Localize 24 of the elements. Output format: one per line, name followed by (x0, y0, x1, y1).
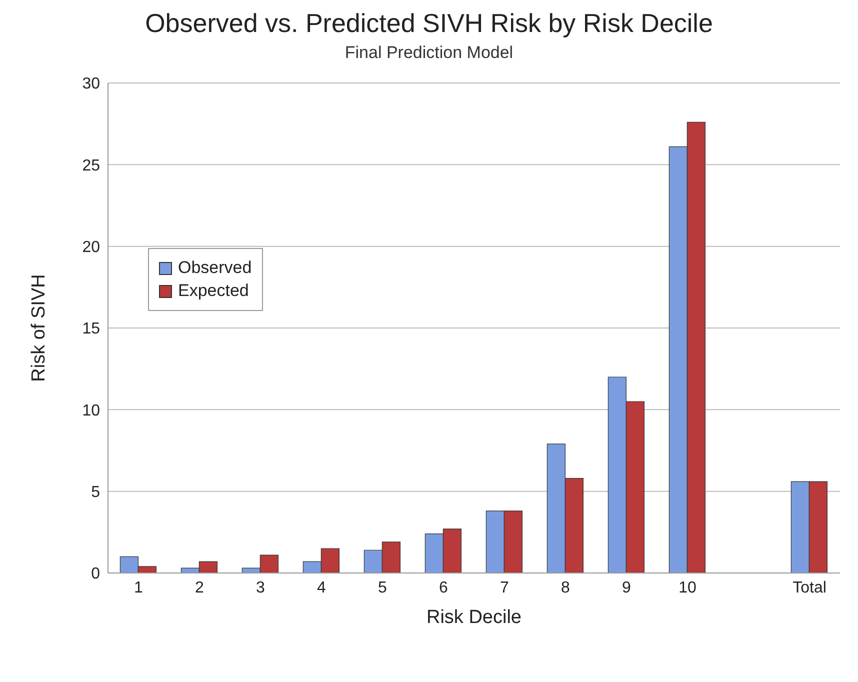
x-tick-label: 7 (500, 579, 510, 596)
legend-label: Observed (178, 258, 252, 278)
x-tick-label: Total (792, 579, 826, 596)
legend-label: Expected (178, 281, 249, 301)
chart-subtitle: Final Prediction Model (344, 43, 514, 63)
x-tick-label: 6 (439, 579, 448, 596)
y-tick-label: 30 (82, 76, 100, 93)
x-tick-label: 9 (622, 579, 632, 596)
y-tick-label: 0 (91, 566, 100, 583)
y-tick-label: 5 (91, 484, 100, 502)
x-tick-label: 3 (256, 579, 266, 596)
y-tick-label: 20 (82, 239, 100, 256)
y-axis-title: Risk of SIVH (28, 274, 50, 382)
x-tick-label: 2 (195, 579, 204, 596)
chart-title: Observed vs. Predicted SIVH Risk by Risk Decile (144, 8, 714, 39)
y-tick-label: 10 (82, 402, 100, 420)
x-tick-label: 10 (678, 579, 696, 596)
x-tick-label: 4 (317, 579, 326, 596)
y-tick-label: 15 (82, 320, 100, 338)
x-tick-label: 1 (134, 579, 144, 596)
x-tick-label: 5 (378, 579, 388, 596)
x-tick-label: 8 (561, 579, 570, 596)
x-axis-title: Risk Decile (426, 607, 522, 628)
y-tick-label: 25 (82, 157, 100, 174)
